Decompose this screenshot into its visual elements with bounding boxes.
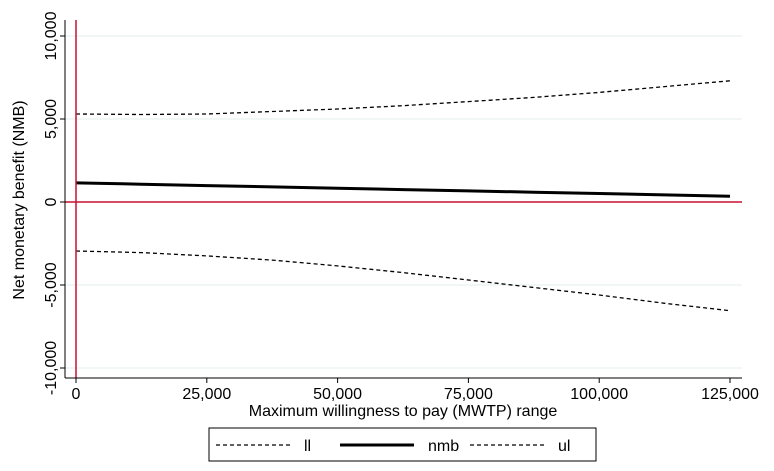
axes: -10,000 -5,000 0 5,000 10,000 0 25,000 50,000 75…: [43, 11, 759, 403]
x-tick-label: 100,000: [570, 386, 628, 403]
x-tick-label: 125,000: [701, 386, 759, 403]
y-tick-label: -5,000: [43, 262, 60, 307]
legend-label-ul: ul: [558, 438, 570, 455]
legend-label-nmb: nmb: [428, 438, 459, 455]
y-tick-label: 10,000: [43, 11, 60, 60]
reference-lines: [65, 20, 742, 378]
y-tick-label: 0: [43, 197, 60, 206]
series-line-nmb: [75, 181, 731, 198]
series-lines: [75, 80, 731, 312]
x-tick-label: 25,000: [182, 386, 231, 403]
x-tick-label: 50,000: [313, 386, 362, 403]
y-axis-title: Net monetary benefit (NMB): [11, 100, 28, 299]
x-axis-title: Maximum willingness to pay (MWTP) range: [249, 403, 558, 420]
legend: ll nmb ul: [208, 427, 597, 462]
y-tick-label: 5,000: [43, 99, 60, 139]
plot-area: [65, 20, 742, 378]
x-tick-label: 75,000: [444, 386, 493, 403]
series-line-ll: [75, 250, 731, 312]
y-tick-label: -10,000: [43, 341, 60, 395]
x-tick-label: 0: [72, 386, 81, 403]
grid-lines: [65, 35, 742, 369]
legend-label-ll: ll: [304, 438, 311, 455]
